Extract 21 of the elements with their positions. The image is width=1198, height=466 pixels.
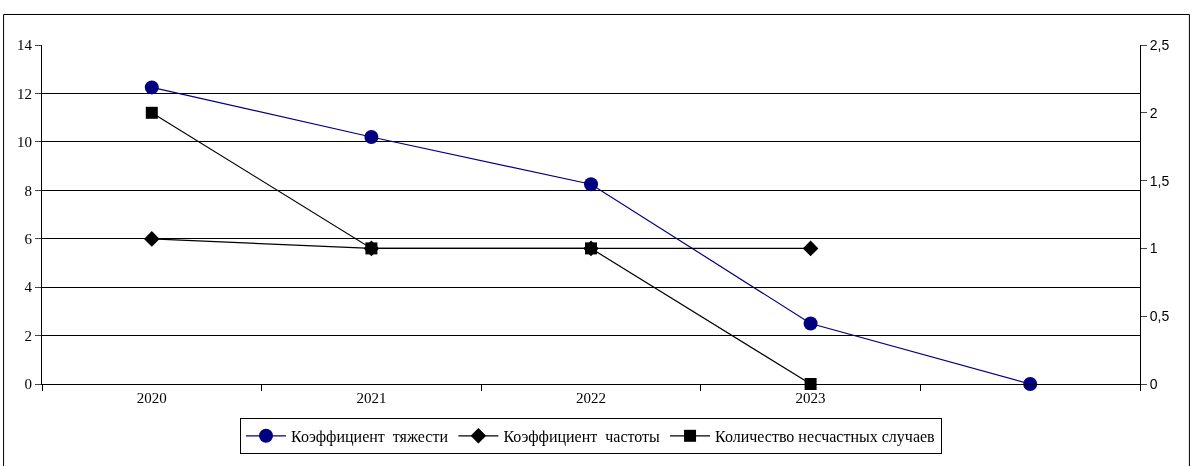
y2-tick-label: 2,5: [1149, 36, 1170, 53]
y2-tick-label: 0: [1149, 375, 1158, 392]
y2-tick-label: 2: [1149, 104, 1158, 121]
y2-tick-label: 1: [1149, 240, 1158, 257]
y-tick-label: 8: [24, 182, 32, 199]
y2-tick-label: 1,5: [1149, 172, 1170, 189]
legend-label: Коэффициент тяжести: [291, 428, 449, 447]
x-tick-label: 2023: [795, 390, 826, 406]
legend-label: Коэффициент частоты: [503, 428, 661, 447]
y-tick-label: 0: [24, 376, 32, 393]
y-tick-label: 10: [17, 134, 32, 151]
y2-tick-label: 0,5: [1149, 308, 1170, 325]
x-tick-label: 2021: [356, 390, 387, 406]
y-tick-label: 12: [17, 85, 32, 102]
y-tick-label: 14: [17, 37, 33, 54]
x-tick-label: 2020: [136, 390, 167, 406]
legend-label: Количество несчастных случаев: [715, 428, 936, 447]
y-tick-label: 6: [24, 230, 33, 247]
y-tick-label: 2: [24, 327, 32, 344]
x-tick-label: 2022: [576, 390, 606, 406]
y-tick-label: 4: [24, 279, 33, 296]
